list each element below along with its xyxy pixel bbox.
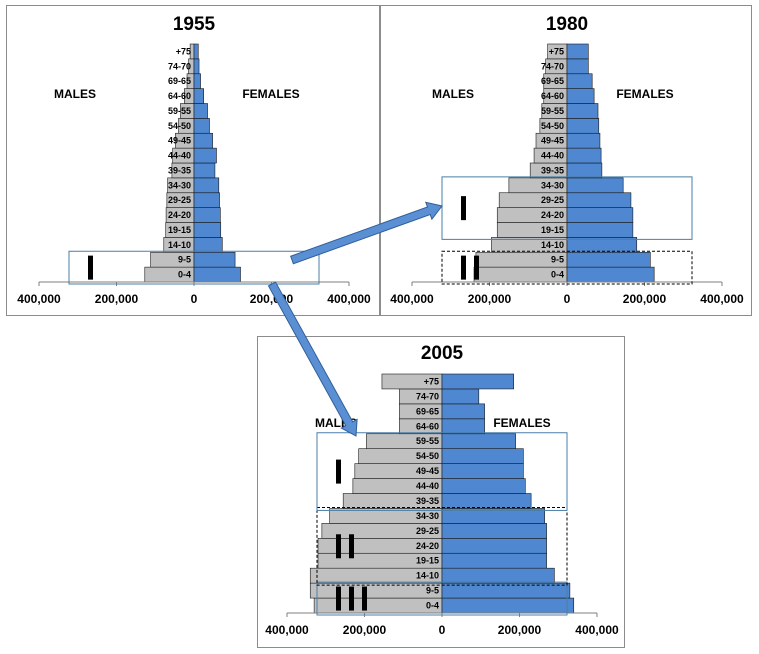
pyramid-svg-1980: 1980 MALES FEMALES 0-4 9-5 14-10 19-15 24-20 29-…	[390, 14, 744, 306]
age-label: 19-15	[416, 556, 439, 566]
age-label: 0-4	[426, 601, 439, 611]
age-label: 9-5	[551, 255, 564, 265]
females-label: FEMALES	[242, 87, 299, 101]
age-label: 74-70	[541, 61, 564, 71]
x-tick-label: 400,000	[17, 292, 61, 306]
females-label: FEMALES	[493, 416, 550, 430]
age-label: 69-65	[416, 406, 439, 416]
roman-numeral-stroke	[336, 534, 341, 559]
generation-box-I	[68, 250, 320, 285]
age-label: 9-5	[178, 255, 191, 265]
chart-title: 1980	[546, 14, 588, 35]
roman-numeral-stroke	[362, 586, 367, 611]
age-label: 69-65	[541, 76, 564, 86]
roman-numeral-stroke	[336, 586, 341, 611]
age-label: 64-60	[168, 91, 191, 101]
generation-box-II	[316, 506, 568, 586]
age-label: 24-20	[541, 210, 564, 220]
age-label: 49-45	[416, 466, 439, 476]
pyramid-panel-1980: 1980 MALES FEMALES 0-4 9-5 14-10 19-15 24-20 29-…	[380, 5, 752, 316]
age-label: +75	[176, 46, 191, 56]
x-tick-label: 400,000	[700, 292, 744, 306]
age-label: 34-30	[416, 511, 439, 521]
age-label: 54-50	[416, 451, 439, 461]
age-label: 24-20	[416, 541, 439, 551]
age-label: 49-45	[168, 136, 191, 146]
age-label: 9-5	[426, 586, 439, 596]
trend-arrow	[267, 281, 358, 437]
males-label: MALES	[432, 87, 474, 101]
x-tick-label: 200,000	[343, 623, 387, 637]
x-tick-label: 200,000	[468, 292, 512, 306]
age-label: 14-10	[168, 240, 191, 250]
age-label: 44-40	[168, 151, 191, 161]
x-tick-label: 400,000	[327, 292, 371, 306]
age-label: 24-20	[168, 210, 191, 220]
age-label: 14-10	[541, 240, 564, 250]
age-label: 34-30	[541, 180, 564, 190]
age-label: +75	[424, 376, 439, 386]
pyramid-svg-1955: 1955 MALES FEMALES 0-4 9-5 14-10 19-15 24-20 29-…	[17, 14, 371, 306]
x-tick-label: 200,000	[498, 623, 542, 637]
age-label: 34-30	[168, 180, 191, 190]
age-label: 69-65	[168, 76, 191, 86]
age-label: 64-60	[541, 91, 564, 101]
age-label: 29-25	[416, 526, 439, 536]
chart-title: 1955	[173, 14, 216, 35]
females-label: FEMALES	[616, 87, 673, 101]
female-bar-+75	[441, 373, 514, 390]
age-label: 39-35	[168, 165, 191, 175]
males-label: MALES	[54, 87, 96, 101]
age-label: 59-55	[168, 106, 191, 116]
age-label: 59-55	[541, 106, 564, 116]
pyramid-panel-1955: 1955 MALES FEMALES 0-4 9-5 14-10 19-15 24-20 29-…	[6, 5, 380, 316]
x-tick-label: 200,000	[623, 292, 667, 306]
roman-numeral-stroke	[349, 586, 354, 611]
age-label: 54-50	[168, 121, 191, 131]
age-label: 39-35	[541, 165, 564, 175]
female-bar-+75	[193, 43, 199, 60]
age-label: 39-35	[416, 496, 439, 506]
age-label: 19-15	[168, 225, 191, 235]
roman-numeral-stroke	[349, 534, 354, 559]
roman-numeral-stroke	[461, 255, 466, 280]
roman-numeral-stroke	[336, 459, 341, 484]
x-tick-label: 0	[191, 292, 198, 306]
age-label: +75	[549, 46, 564, 56]
generation-box-I	[316, 432, 568, 511]
age-label: 0-4	[178, 270, 191, 280]
generation-box-II	[441, 250, 693, 285]
generation-box-III	[316, 581, 568, 616]
age-label: 19-15	[541, 225, 564, 235]
x-tick-label: 400,000	[575, 623, 619, 637]
x-tick-label: 400,000	[390, 292, 434, 306]
age-label: 44-40	[541, 151, 564, 161]
age-label: 14-10	[416, 571, 439, 581]
chart-title: 2005	[421, 343, 464, 364]
age-label: 59-55	[416, 436, 439, 446]
age-label: 74-70	[168, 61, 191, 71]
age-label: 49-45	[541, 136, 564, 146]
age-label: 74-70	[416, 391, 439, 401]
age-label: 29-25	[541, 195, 564, 205]
generation-box-I	[441, 176, 693, 240]
age-label: 44-40	[416, 481, 439, 491]
x-tick-label: 0	[564, 292, 571, 306]
female-bar-+75	[566, 43, 589, 60]
pyramid-panel-2005: 2005 MALES FEMALES 0-4 9-5 14-10 19-15 24-20 29-…	[257, 336, 625, 648]
age-label: 29-25	[168, 195, 191, 205]
age-label: 0-4	[551, 270, 564, 280]
x-tick-label: 0	[439, 623, 446, 637]
roman-numeral-stroke	[88, 255, 93, 280]
x-tick-label: 200,000	[95, 292, 139, 306]
trend-arrow	[290, 201, 443, 265]
x-tick-label: 400,000	[265, 623, 309, 637]
age-label: 54-50	[541, 121, 564, 131]
age-label: 64-60	[416, 421, 439, 431]
roman-numeral-stroke	[474, 255, 479, 280]
roman-numeral-stroke	[461, 196, 466, 221]
